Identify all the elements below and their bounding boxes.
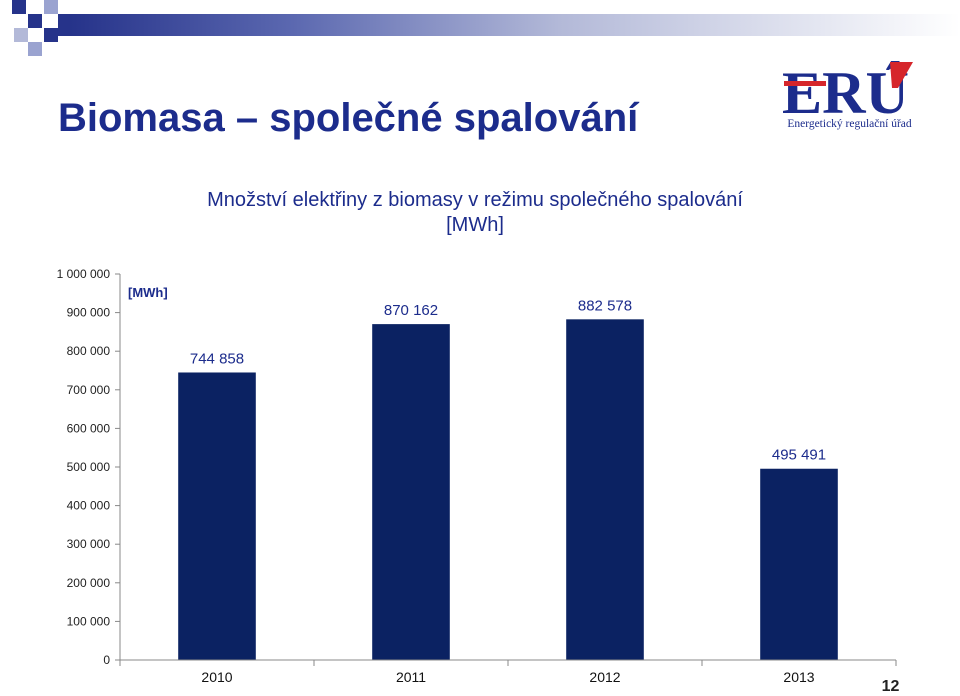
decor-square (44, 28, 58, 42)
bar-value-label: 495 491 (772, 447, 826, 464)
y-tick-label: 300 000 (67, 537, 111, 551)
y-axis-ticks: 0 100 000 200 000 300 000 400 000 500 000 600 … (57, 267, 121, 667)
x-tick-label: 2013 (783, 669, 814, 685)
x-tick-label: 2012 (589, 669, 620, 685)
y-tick-label: 1 000 000 (57, 267, 111, 281)
decor-square (28, 42, 42, 56)
decor-square (12, 0, 26, 14)
decor-square (14, 28, 28, 42)
chart-title-main: Množství elektřiny z biomasy v režimu sp… (207, 189, 743, 211)
decor-square (44, 0, 58, 14)
x-tick-label: 2011 (396, 669, 426, 685)
bar-2011 (372, 324, 450, 660)
decor-square (28, 14, 42, 28)
chart-title-unit: [MWh] (446, 214, 504, 236)
y-tick-label: 0 (103, 653, 110, 667)
page-number: 12 (881, 678, 900, 695)
decorative-header (0, 0, 960, 60)
y-tick-label: 900 000 (67, 306, 111, 320)
header-gradient-bar (70, 14, 960, 36)
bar-value-label: 870 162 (384, 302, 438, 319)
logo-red-accent (890, 62, 913, 88)
y-tick-label: 200 000 (67, 576, 111, 590)
eru-logo: ERÚ (782, 60, 913, 126)
bar-2012 (566, 319, 644, 660)
bar-2010 (178, 372, 256, 660)
y-tick-label: 100 000 (67, 614, 111, 628)
bar-value-label: 882 578 (578, 297, 632, 314)
y-axis-unit-label: [MWh] (128, 285, 168, 300)
y-tick-label: 400 000 (67, 499, 111, 513)
chart-title: Množství elektřiny z biomasy v režimu sp… (120, 188, 830, 238)
bar-2013 (760, 468, 838, 660)
bar-value-labels: 744 858 870 162 882 578 495 491 (190, 297, 826, 463)
bars-group (178, 319, 838, 660)
x-tick-label: 2010 (201, 669, 232, 685)
decor-square (58, 14, 70, 36)
logo-caption: Energetický regulační úřad (787, 118, 912, 130)
y-tick-label: 700 000 (67, 383, 111, 397)
y-tick-label: 600 000 (67, 421, 111, 435)
y-tick-label: 500 000 (67, 460, 111, 474)
bar-value-label: 744 858 (190, 350, 244, 367)
slide-title: Biomasa – společné spalování (58, 96, 639, 140)
logo-wordmark: ERÚ (782, 60, 909, 126)
logo-red-stripe (784, 81, 826, 86)
y-tick-label: 800 000 (67, 344, 111, 358)
x-axis: 2010 2011 2012 2013 (119, 659, 897, 685)
